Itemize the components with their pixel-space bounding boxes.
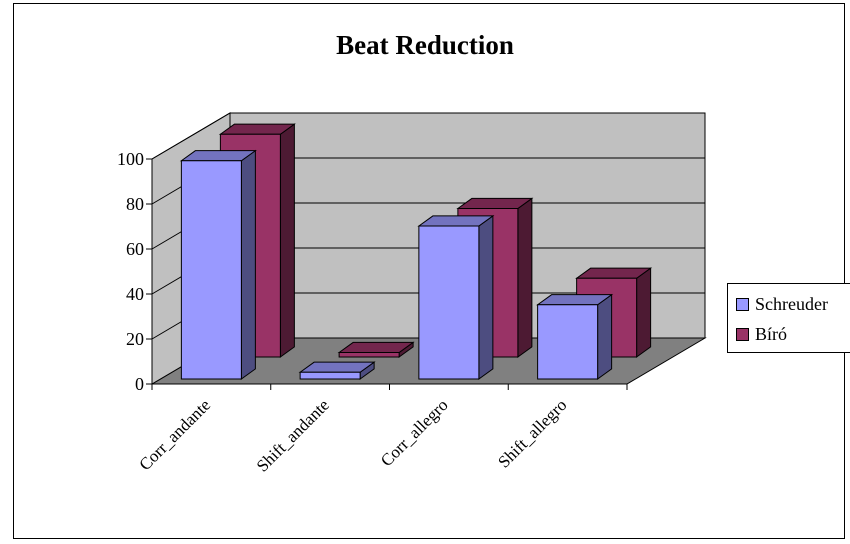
x-tick-label: Corr_andante [135, 395, 214, 474]
bar-top [337, 341, 415, 353]
bar-top [575, 267, 653, 279]
legend-swatch-series-1 [736, 297, 749, 311]
bar-side [279, 123, 295, 358]
x-tick-label: Shift_andante [253, 395, 333, 475]
bar-top [298, 361, 376, 373]
legend-label-series-2: Bíró [755, 323, 788, 344]
bar-front [537, 304, 599, 380]
bar-top [218, 123, 296, 135]
bar-top [536, 294, 614, 306]
bar-side [636, 267, 652, 358]
x-tick-label: Corr_allegro [377, 395, 452, 470]
bar-front [418, 225, 480, 380]
bar-series-1 [298, 361, 376, 380]
legend-item-series-1: Schreuder [736, 293, 828, 315]
bar-side [597, 293, 613, 380]
y-tick-label: 80 [126, 194, 144, 214]
bar-top [179, 150, 257, 162]
bar-side [517, 197, 533, 358]
bar-series-2 [337, 341, 415, 358]
y-tick-label: 0 [135, 374, 144, 394]
bar-series-1 [179, 149, 257, 380]
bar-series-1 [536, 293, 614, 380]
bar-front [299, 371, 361, 380]
bar-side [478, 214, 494, 380]
gridline [151, 112, 705, 160]
bar-front [180, 160, 242, 380]
y-tick-label: 60 [126, 239, 144, 259]
y-tick-label: 100 [117, 149, 144, 169]
bars-front-row [179, 149, 614, 380]
bar-front [338, 352, 400, 358]
bar-top [417, 215, 495, 227]
y-tick-label: 20 [126, 329, 144, 349]
y-tick-label: 40 [126, 284, 144, 304]
bar-series-1 [417, 214, 495, 380]
y-axis-ticks: 0 20 40 60 80 100 [117, 149, 152, 394]
x-tick-label: Shift_allegro [494, 395, 570, 471]
legend-item-series-2: Bíró [736, 323, 787, 345]
legend-swatch-series-2 [736, 327, 749, 341]
bar-side [240, 149, 256, 380]
x-axis-ticks: Corr_andante Shift_andante Corr_allegro Shi… [135, 384, 628, 476]
legend-label-series-1: Schreuder [755, 293, 828, 314]
bar-top [456, 197, 534, 209]
chart-title: Beat Reduction [336, 30, 514, 60]
legend: Schreuder Bíró [727, 283, 850, 353]
